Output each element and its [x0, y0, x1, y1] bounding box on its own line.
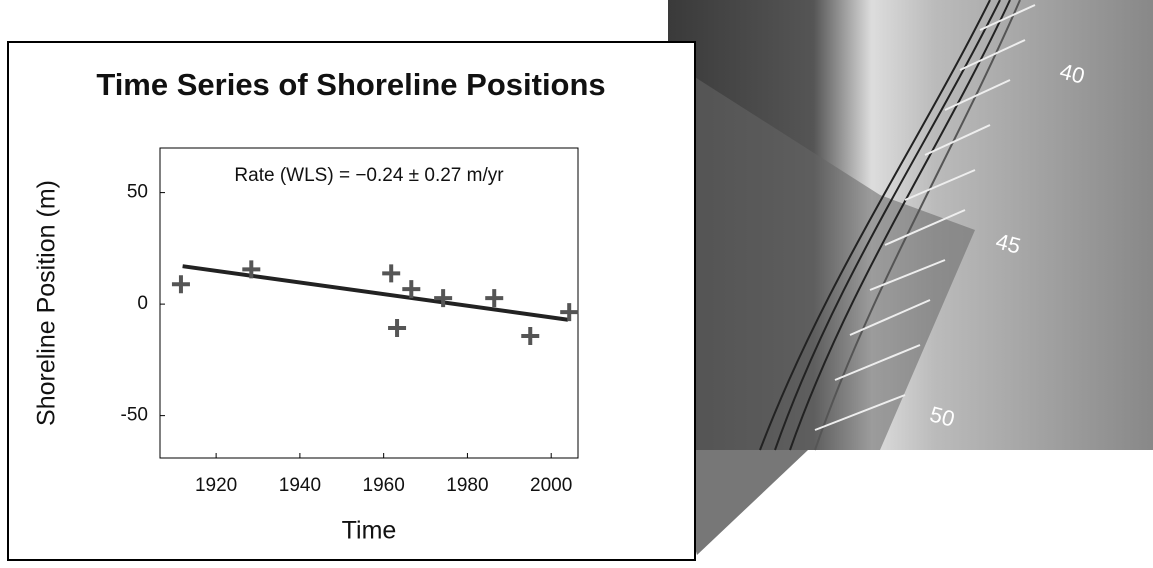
aerial-image: 40 45 50 — [668, 0, 1153, 555]
point — [171, 275, 190, 294]
point — [242, 260, 261, 279]
y-tick-label: 50 — [127, 182, 148, 203]
annotation: Rate (WLS) = −0.24 ± 0.27 m/yr — [234, 165, 504, 186]
y-axis-label: Shoreline Position (m) — [33, 180, 61, 426]
point — [382, 264, 401, 283]
x-tick-label: 1920 — [195, 475, 237, 496]
point — [560, 303, 579, 322]
chart-panel — [7, 41, 696, 561]
y-tick-label: -50 — [121, 405, 148, 426]
x-tick-label: 1980 — [446, 475, 488, 496]
y-tick-label: 0 — [137, 293, 148, 314]
x-axis-label: Time — [342, 517, 397, 545]
point — [485, 289, 504, 308]
plot-frame — [159, 147, 579, 459]
point — [521, 327, 540, 346]
x-tick-label: 2000 — [530, 475, 572, 496]
trend-line — [182, 264, 569, 322]
point — [434, 289, 453, 308]
point — [388, 318, 407, 337]
chart-title: Time Series of Shoreline Positions — [96, 67, 605, 102]
x-tick-label: 1960 — [363, 475, 405, 496]
point — [402, 280, 421, 299]
x-tick-label: 1940 — [279, 475, 321, 496]
